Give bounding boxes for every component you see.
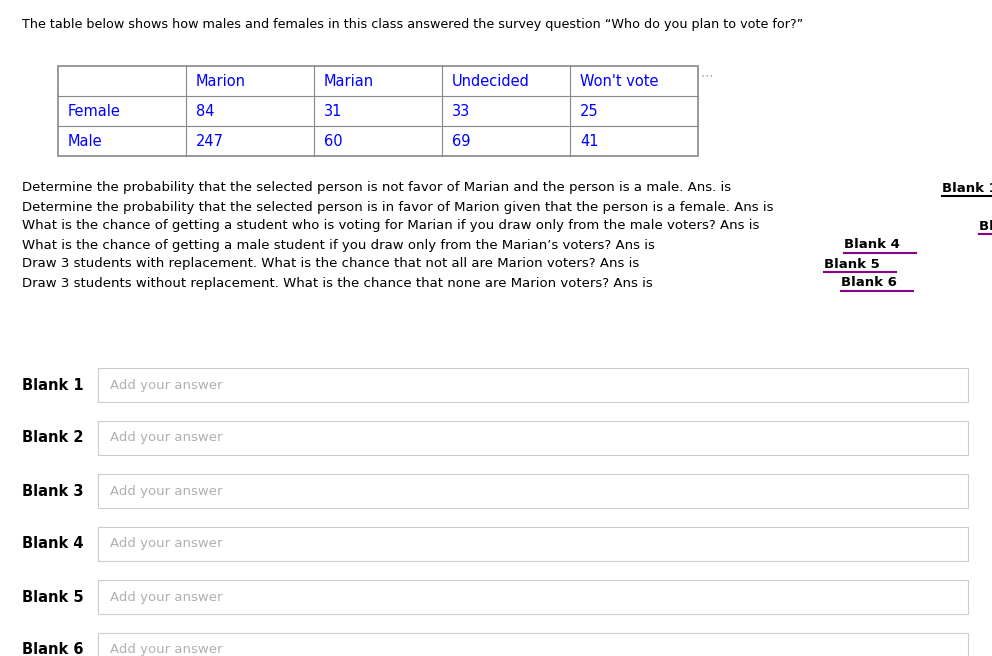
Text: Blank 1: Blank 1 <box>22 377 83 392</box>
Text: Add your answer: Add your answer <box>110 537 222 550</box>
Bar <box>98 527 968 561</box>
Text: 31: 31 <box>324 104 342 119</box>
Bar <box>98 474 968 508</box>
Text: Male: Male <box>68 134 102 148</box>
Text: Draw 3 students with replacement. What is the chance that not all are Marion vot: Draw 3 students with replacement. What i… <box>22 258 644 270</box>
Text: Blank 3: Blank 3 <box>979 220 992 232</box>
Text: 247: 247 <box>196 134 224 148</box>
Text: Blank 4: Blank 4 <box>22 537 83 552</box>
Text: Blank 5: Blank 5 <box>824 258 880 270</box>
Text: Blank 6: Blank 6 <box>841 276 897 289</box>
Text: What is the chance of getting a student who is voting for Marian if you draw onl: What is the chance of getting a student … <box>22 220 764 232</box>
Text: 41: 41 <box>580 134 598 148</box>
Text: Marion: Marion <box>196 73 246 89</box>
Text: Add your answer: Add your answer <box>110 485 222 497</box>
Text: Add your answer: Add your answer <box>110 644 222 656</box>
Text: Blank 3: Blank 3 <box>22 483 83 499</box>
Text: Blank 6: Blank 6 <box>22 642 83 656</box>
Text: Add your answer: Add your answer <box>110 379 222 392</box>
Text: Won't vote: Won't vote <box>580 73 659 89</box>
Text: 25: 25 <box>580 104 598 119</box>
Bar <box>58 66 698 156</box>
Text: Blank 1: Blank 1 <box>942 182 992 194</box>
Text: 69: 69 <box>452 134 470 148</box>
Text: Determine the probability that the selected person is not favor of Marian and th: Determine the probability that the selec… <box>22 182 735 194</box>
Text: Blank 5: Blank 5 <box>22 590 83 604</box>
Bar <box>98 421 968 455</box>
Text: Add your answer: Add your answer <box>110 432 222 445</box>
Bar <box>98 580 968 614</box>
Text: Draw 3 students without replacement. What is the chance that none are Marion vot: Draw 3 students without replacement. Wha… <box>22 276 657 289</box>
Text: 33: 33 <box>452 104 470 119</box>
Text: Blank 2: Blank 2 <box>22 430 83 445</box>
Text: Marian: Marian <box>324 73 374 89</box>
Text: What is the chance of getting a male student if you draw only from the Marian’s : What is the chance of getting a male stu… <box>22 239 659 251</box>
Text: Blank 4: Blank 4 <box>844 239 900 251</box>
Bar <box>98 368 968 402</box>
Text: Add your answer: Add your answer <box>110 590 222 604</box>
Text: ⋯: ⋯ <box>701 69 713 82</box>
Bar <box>98 633 968 656</box>
Text: 84: 84 <box>196 104 214 119</box>
Text: Female: Female <box>68 104 121 119</box>
Text: Undecided: Undecided <box>452 73 530 89</box>
Text: Determine the probability that the selected person is in favor of Marion given t: Determine the probability that the selec… <box>22 201 778 213</box>
Text: The table below shows how males and females in this class answered the survey qu: The table below shows how males and fema… <box>22 18 804 31</box>
Text: 60: 60 <box>324 134 342 148</box>
